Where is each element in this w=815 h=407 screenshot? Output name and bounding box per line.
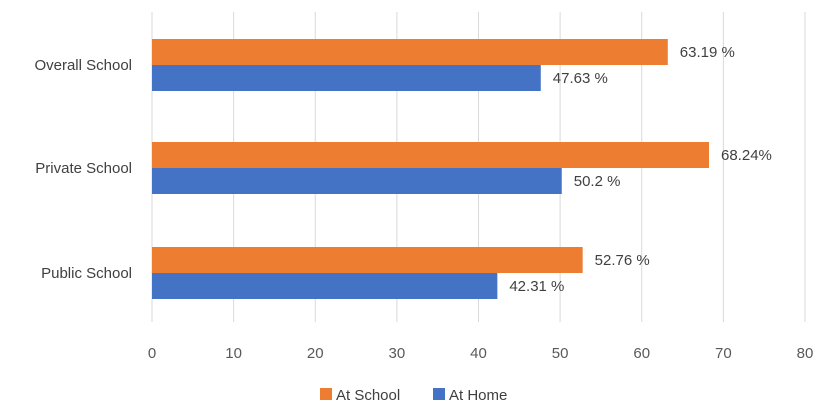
bar-at-home: [152, 65, 541, 91]
legend-label: At School: [336, 387, 400, 404]
bar-at-school: [152, 39, 668, 65]
bar-at-school: [152, 247, 583, 273]
category-label: Public School: [41, 265, 132, 282]
x-tick-label: 10: [225, 345, 242, 362]
data-labels: 63.19 % 47.63 % 68.24% 50.2 % 52.76 % 42.31 %: [509, 44, 772, 295]
legend-label: At Home: [449, 387, 507, 404]
legend-swatch: [320, 388, 332, 400]
data-label: 42.31 %: [509, 278, 564, 295]
bars: [152, 39, 710, 299]
x-tick-label: 20: [307, 345, 324, 362]
data-label: 68.24%: [721, 147, 772, 164]
x-tick-label: 70: [715, 345, 732, 362]
x-tick-label: 60: [633, 345, 650, 362]
data-label: 50.2 %: [574, 173, 621, 190]
category-label: Private School: [35, 160, 132, 177]
legend: At School At Home: [320, 387, 507, 404]
x-axis-tick-labels: 0 10 20 30 40 50 60 70 80: [148, 345, 814, 362]
x-tick-label: 0: [148, 345, 156, 362]
x-tick-label: 30: [389, 345, 406, 362]
x-tick-label: 50: [552, 345, 569, 362]
bar-at-home: [152, 168, 562, 194]
bar-at-school: [152, 142, 710, 168]
data-label: 47.63 %: [553, 70, 608, 87]
x-tick-label: 80: [797, 345, 814, 362]
category-labels: Overall School Private School Public Schoo…: [34, 57, 132, 282]
data-label: 52.76 %: [595, 252, 650, 269]
category-label: Overall School: [34, 57, 132, 74]
legend-swatch: [433, 388, 445, 400]
bar-at-home: [152, 273, 498, 299]
data-label: 63.19 %: [680, 44, 735, 61]
x-tick-label: 40: [470, 345, 487, 362]
